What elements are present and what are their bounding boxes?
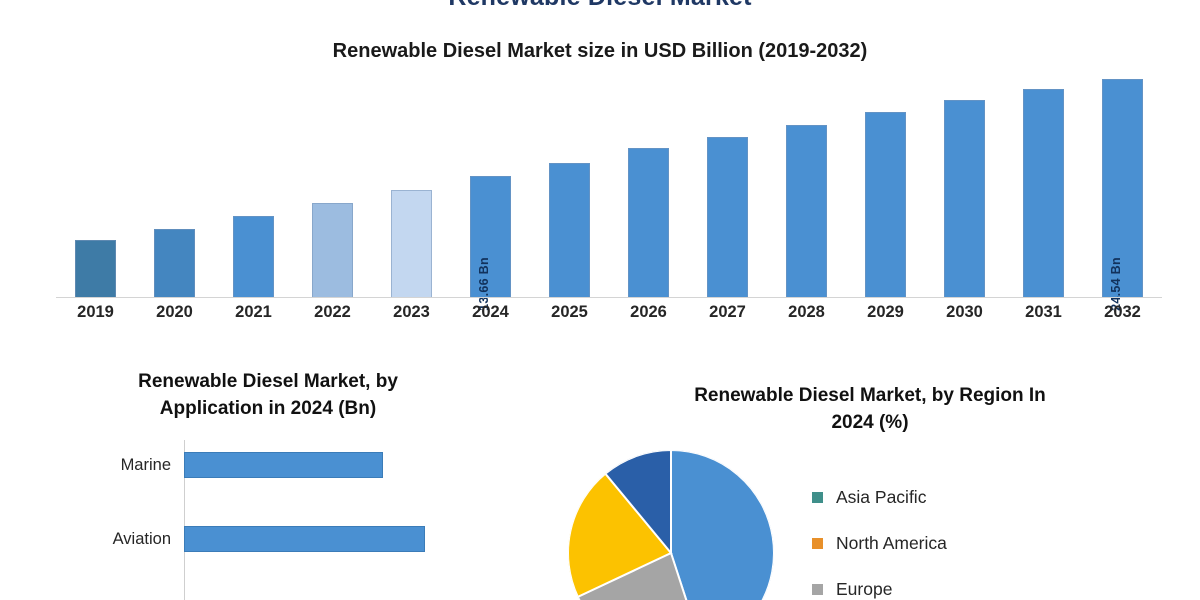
market-size-bar: 24.54 Bn bbox=[1102, 79, 1143, 311]
pie-slice-grey-slice bbox=[576, 551, 688, 600]
pie-slice-yellow-slice bbox=[568, 472, 673, 599]
application-bar-track bbox=[184, 526, 518, 552]
application-chart-title-line2: Application in 2024 (Bn) bbox=[159, 398, 377, 419]
year-tick-label: 2025 bbox=[551, 303, 588, 321]
region-chart-title-line2: 2024 (%) bbox=[831, 412, 909, 433]
year-tick-label: 2030 bbox=[946, 303, 983, 321]
market-size-bar bbox=[233, 215, 274, 298]
year-tick-label: 2032 bbox=[1104, 303, 1141, 321]
bar-slot: 24.54 Bn bbox=[1083, 66, 1162, 311]
year-tick-label: 2026 bbox=[630, 303, 667, 321]
market-size-bar bbox=[154, 229, 195, 298]
legend-swatch-icon bbox=[812, 491, 823, 503]
legend-swatch-icon bbox=[812, 583, 823, 595]
application-plot-area: Marine Aviation bbox=[18, 440, 518, 600]
year-tick-label: 2023 bbox=[393, 303, 430, 321]
year-tick-label: 2031 bbox=[1025, 303, 1062, 321]
pie-graphic bbox=[568, 450, 774, 600]
application-bar bbox=[184, 526, 426, 552]
market-size-bar bbox=[312, 202, 353, 298]
bar-slot bbox=[925, 66, 1004, 298]
application-bar-row: Aviation bbox=[18, 526, 518, 552]
bar-slot: 13.66 Bn bbox=[451, 66, 530, 311]
application-bar-row: Marine bbox=[18, 452, 518, 478]
market-size-bar bbox=[786, 124, 827, 298]
legend-item: North America bbox=[812, 520, 1112, 566]
pie-svg bbox=[568, 450, 774, 600]
legend-item: Europe bbox=[812, 566, 1112, 600]
year-tick-label: 2022 bbox=[314, 303, 351, 321]
chart-subtitle: Renewable Diesel Market size in USD Bill… bbox=[332, 40, 868, 62]
year-tick-label: 2028 bbox=[788, 303, 825, 321]
market-size-bar bbox=[549, 163, 590, 298]
bar-slot bbox=[846, 66, 925, 298]
market-size-bar bbox=[707, 136, 748, 298]
application-bar-chart: Renewable Diesel Market, by Application … bbox=[18, 368, 518, 600]
legend-item: Asia Pacific bbox=[812, 474, 1112, 520]
pie-slice-light-blue-slice bbox=[670, 450, 774, 600]
application-category-label: Aviation bbox=[112, 529, 171, 548]
bar-slot bbox=[214, 66, 293, 298]
bar-slot bbox=[56, 66, 135, 298]
market-size-bar: 13.66 Bn bbox=[470, 176, 511, 311]
bar-slot bbox=[767, 66, 846, 298]
year-axis: 2019 2020 2021 2022 2023 2024 2025 2026 2027 2028… bbox=[56, 303, 1162, 329]
page-title: Renewable Diesel Market bbox=[0, 0, 1200, 12]
bar-series: 13.66 Bn 24.54 Bn bbox=[56, 66, 1162, 311]
bar-slot bbox=[135, 66, 214, 298]
market-size-bar-chart: 13.66 Bn 24.54 Bn bbox=[56, 66, 1162, 311]
application-bar-track bbox=[184, 452, 518, 478]
bar-slot bbox=[372, 66, 451, 298]
legend-label: Asia Pacific bbox=[836, 486, 927, 507]
year-tick-label: 2024 bbox=[472, 303, 509, 321]
region-chart-title-line1: Renewable Diesel Market, by Region In bbox=[694, 385, 1046, 406]
region-pie-chart: Renewable Diesel Market, by Region In 20… bbox=[540, 382, 1200, 600]
bar-slot bbox=[688, 66, 767, 298]
market-size-bar bbox=[944, 99, 985, 298]
year-tick-label: 2020 bbox=[156, 303, 193, 321]
application-chart-title-line1: Renewable Diesel Market, by bbox=[138, 371, 398, 392]
bar-slot bbox=[293, 66, 372, 298]
legend-label: North America bbox=[836, 532, 947, 553]
category-axis-line bbox=[56, 297, 1162, 298]
application-bar bbox=[184, 452, 384, 478]
region-legend: Asia Pacific North America Europe bbox=[812, 474, 1112, 600]
year-tick-label: 2019 bbox=[77, 303, 114, 321]
market-size-bar bbox=[1023, 89, 1064, 298]
application-category-label: Marine bbox=[120, 455, 171, 474]
year-tick-label: 2027 bbox=[709, 303, 746, 321]
bar-slot bbox=[1004, 66, 1083, 298]
market-size-bar bbox=[75, 240, 116, 298]
legend-label: Europe bbox=[836, 578, 893, 599]
year-tick-label: 2029 bbox=[867, 303, 904, 321]
pie-slice-navy-slice bbox=[603, 450, 672, 556]
market-size-bar bbox=[628, 148, 669, 298]
bar-slot bbox=[609, 66, 688, 298]
market-size-bar bbox=[391, 190, 432, 298]
bar-slot bbox=[530, 66, 609, 298]
application-value-axis-line bbox=[184, 440, 185, 600]
pie-wrapper bbox=[540, 450, 830, 600]
year-tick-label: 2021 bbox=[235, 303, 272, 321]
market-size-bar bbox=[865, 111, 906, 298]
legend-swatch-icon bbox=[812, 537, 823, 549]
